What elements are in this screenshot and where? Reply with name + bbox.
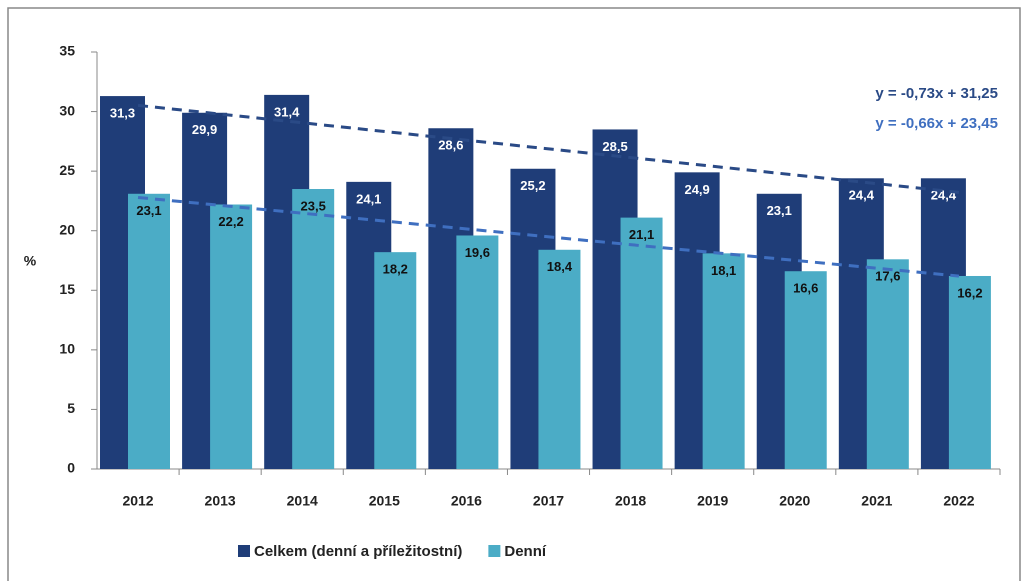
x-tick-label: 2014: [287, 493, 318, 509]
bar: [620, 217, 663, 469]
data-label: 23,5: [301, 198, 326, 213]
bar: [538, 249, 581, 469]
bar: [866, 259, 909, 469]
data-label: 24,1: [356, 191, 381, 206]
legend-swatch: [488, 545, 501, 557]
y-tick-label: 20: [59, 221, 75, 237]
y-tick-label: 25: [59, 162, 75, 178]
bar: [292, 189, 335, 469]
x-tick-label: 2015: [369, 493, 400, 509]
data-label: 28,6: [438, 138, 463, 153]
y-tick-label: 10: [59, 341, 75, 357]
trendline: [137, 195, 960, 278]
data-label: 16,2: [957, 285, 982, 300]
x-tick-label: 2012: [122, 493, 153, 509]
data-label: 19,6: [465, 245, 490, 260]
x-tick-label: 2016: [451, 493, 482, 509]
bar: [948, 275, 991, 469]
data-label: 24,9: [684, 182, 709, 197]
bar: [374, 252, 417, 469]
x-tick-label: 2019: [697, 493, 728, 509]
data-label: 21,1: [629, 227, 654, 242]
data-label: 29,9: [192, 122, 217, 137]
x-tick-label: 2022: [943, 493, 974, 509]
trendline-label: y = -0,73x + 31,25: [875, 85, 998, 102]
data-label: 25,2: [520, 178, 545, 193]
bar: [702, 253, 745, 469]
data-label: 28,5: [602, 139, 627, 154]
x-tick-label: 2018: [615, 493, 646, 509]
data-label: 22,2: [218, 214, 243, 229]
x-tick-label: 2017: [533, 493, 564, 509]
y-tick-label: 35: [59, 43, 75, 59]
data-label: 24,4: [849, 188, 875, 203]
bar: [784, 271, 827, 469]
data-label: 18,2: [383, 262, 408, 277]
data-label: 31,3: [110, 106, 135, 121]
y-tick-label: 15: [59, 281, 75, 297]
y-tick-label: 5: [67, 400, 75, 416]
data-label: 18,1: [711, 263, 736, 278]
trendline: [137, 103, 960, 194]
x-tick-label: 2013: [205, 493, 236, 509]
x-tick-label: 2020: [779, 493, 810, 509]
chart-frame: [7, 7, 1021, 581]
legend-label: Denní: [504, 543, 547, 560]
legend-swatch: [238, 545, 250, 557]
data-label: 18,4: [547, 259, 573, 274]
y-tick-label: 0: [67, 460, 75, 476]
x-tick-label: 2021: [861, 493, 892, 509]
bar: [210, 204, 253, 469]
trendline-label: y = -0,66x + 23,45: [875, 115, 998, 132]
bar: [456, 235, 499, 469]
bar: [128, 193, 170, 469]
y-tick-label: 30: [59, 102, 75, 118]
data-label: 16,6: [793, 281, 818, 296]
data-label: 23,1: [767, 203, 792, 218]
legend-label: Celkem (denní a příležitostní): [254, 543, 462, 560]
data-label: 31,4: [274, 104, 300, 119]
data-label: 23,1: [136, 203, 161, 218]
data-label: 17,6: [875, 269, 900, 284]
y-axis-label: %: [24, 253, 37, 269]
